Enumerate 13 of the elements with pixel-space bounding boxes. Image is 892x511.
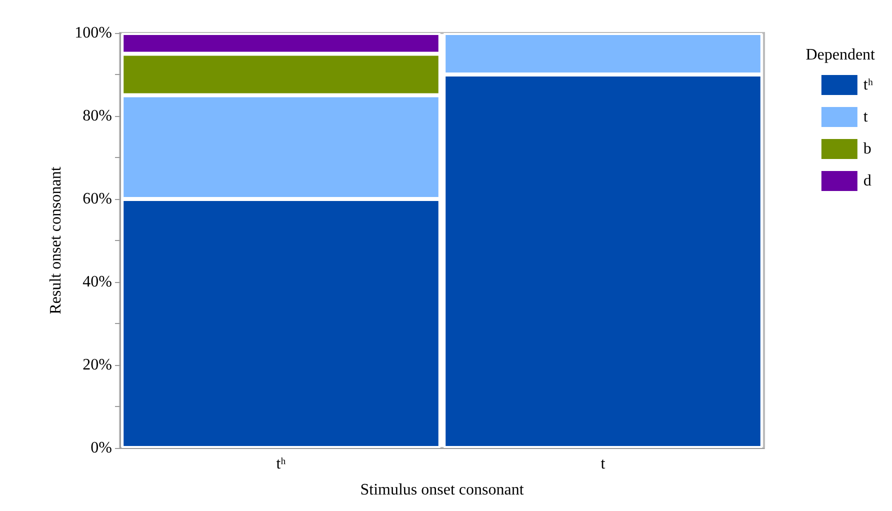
y-tick-label: 100%	[74, 24, 112, 42]
y-tick-label: 0%	[90, 440, 112, 456]
legend-title: Dependent	[806, 46, 876, 64]
y-tick-label: 20%	[82, 356, 112, 374]
y-tick-label: 60%	[82, 190, 112, 208]
legend-label: t	[863, 108, 868, 126]
y-axis-title: Result onset consonant	[47, 166, 64, 314]
legend-label: b	[863, 140, 872, 158]
y-tick-label: 80%	[82, 108, 112, 124]
x-axis-title: Stimulus onset consonant	[360, 482, 524, 498]
legend-label: tʰ	[863, 76, 874, 94]
y-tick-label: 40%	[82, 274, 112, 290]
legend-label: d	[863, 172, 872, 190]
